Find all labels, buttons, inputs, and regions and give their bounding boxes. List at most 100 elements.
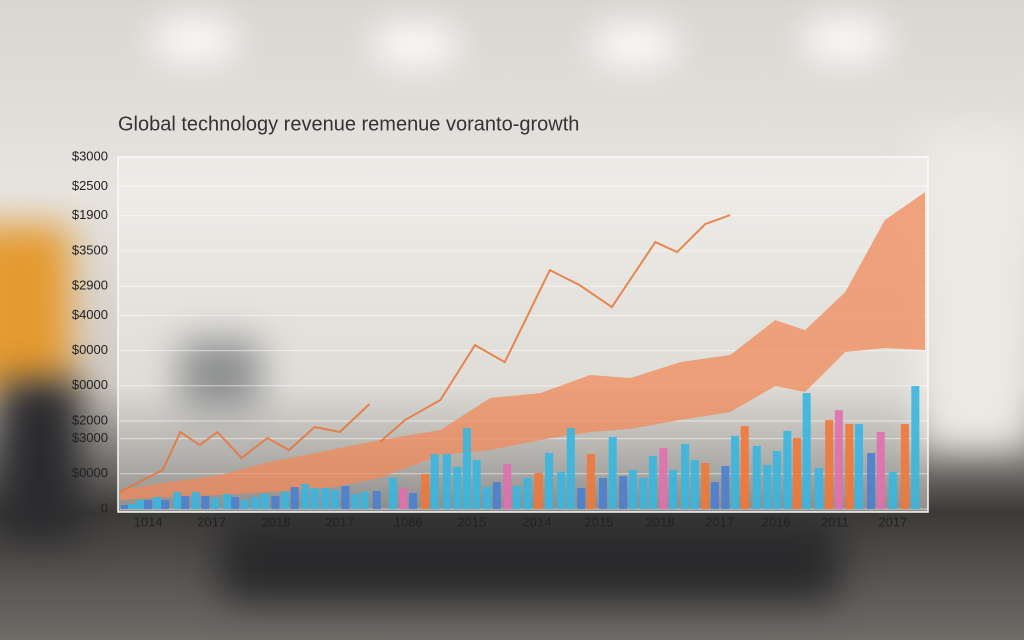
monitor [180, 340, 260, 410]
bar [281, 491, 290, 509]
y-tick-label: $0000 [72, 465, 108, 480]
x-tick-label: 2017 [325, 514, 354, 529]
x-tick-label: 1086 [394, 514, 423, 529]
y-tick-label: $3000 [72, 430, 108, 445]
bar [648, 455, 657, 509]
line [119, 403, 371, 493]
x-tick-label: 2017 [878, 514, 907, 529]
bar [399, 487, 408, 509]
bar [763, 465, 772, 509]
x-tick-label: 2014 [523, 514, 552, 529]
light [590, 25, 680, 65]
y-tick-label: $2900 [72, 278, 108, 293]
bar [512, 486, 521, 509]
bar [586, 453, 595, 509]
bar [792, 438, 802, 509]
bar [210, 497, 220, 509]
y-tick-label: $3000 [72, 148, 108, 163]
bar [430, 453, 439, 509]
line [379, 214, 731, 443]
bar [566, 428, 575, 509]
bar [701, 463, 710, 509]
bar [577, 487, 586, 509]
y-tick-label: $2000 [72, 412, 108, 427]
bar [128, 503, 137, 509]
light [370, 25, 460, 65]
bar [388, 478, 397, 509]
bar [251, 497, 260, 509]
bar [659, 447, 668, 509]
bar [825, 420, 834, 509]
bar [911, 386, 920, 509]
bar [290, 487, 299, 509]
bar [351, 493, 360, 509]
window [920, 130, 1024, 450]
bar [408, 493, 418, 509]
bar [201, 495, 210, 509]
bar [483, 487, 492, 509]
bar [598, 478, 608, 509]
bar [867, 453, 876, 509]
bar [721, 466, 730, 509]
bar [503, 464, 512, 509]
bar [888, 472, 897, 509]
bar [492, 482, 501, 509]
bar [173, 491, 182, 509]
bar [240, 499, 249, 509]
bar [608, 437, 617, 509]
y-tick-label: $0000 [72, 377, 108, 392]
bar [191, 491, 200, 509]
bar [783, 430, 792, 509]
bar [900, 424, 909, 509]
light [150, 20, 240, 60]
bar [845, 424, 854, 509]
bar [321, 487, 330, 509]
bar [854, 424, 864, 509]
bar [639, 478, 648, 509]
y-tick-label: $4000 [72, 307, 108, 322]
bar [161, 499, 170, 509]
area [120, 192, 925, 500]
x-tick-label: 2015 [585, 514, 614, 529]
bar [834, 410, 843, 509]
bar [752, 445, 761, 509]
bar [669, 470, 678, 509]
bar [545, 453, 554, 509]
bar [628, 470, 637, 509]
table [220, 520, 840, 600]
bar [181, 495, 190, 509]
x-tick-label: 2015 [457, 514, 486, 529]
bar [730, 436, 740, 509]
bar [442, 453, 451, 509]
bar [772, 451, 781, 509]
bar [372, 491, 381, 509]
bar [271, 495, 280, 509]
x-tick-label: 2018 [646, 514, 675, 529]
bar [421, 474, 430, 509]
x-tick-label: 2018 [262, 514, 291, 529]
bar [740, 426, 749, 509]
bar [802, 393, 811, 509]
bar [462, 428, 471, 509]
bar [120, 505, 129, 509]
x-tick-label: 2016 [762, 514, 791, 529]
bar [690, 460, 699, 509]
bar [876, 432, 885, 509]
y-tick-label: $2500 [72, 178, 108, 193]
bar [814, 468, 823, 509]
furniture [0, 380, 80, 540]
bar [360, 491, 369, 509]
x-tick-label: 2017 [705, 514, 734, 529]
bar [301, 484, 310, 509]
bar [681, 443, 690, 509]
y-tick-label: $1900 [72, 207, 108, 222]
bar [153, 497, 162, 509]
x-tick-label: 2011 [821, 514, 849, 529]
y-tick-label: $0000 [72, 342, 108, 357]
bar [310, 487, 319, 509]
bar [144, 499, 153, 509]
bar [330, 489, 339, 509]
y-tick-label: $3500 [72, 242, 108, 257]
bar [231, 497, 240, 509]
